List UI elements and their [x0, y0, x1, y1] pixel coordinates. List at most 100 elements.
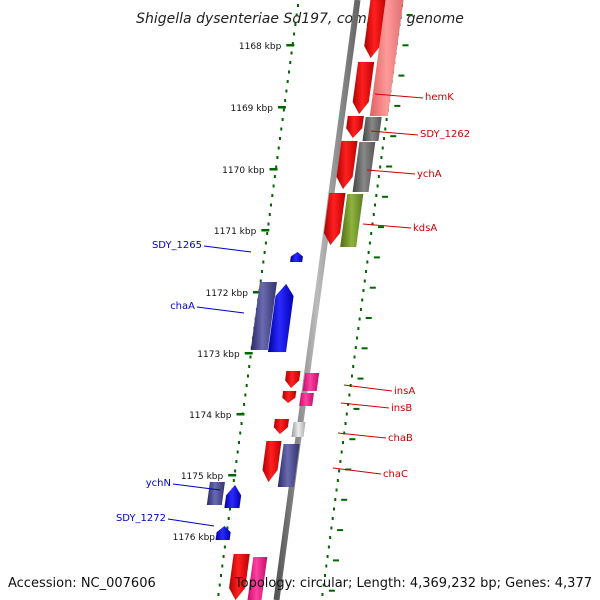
map-title: Shigella dysenteriae Sd197, complete gen… [136, 11, 464, 27]
tick-dot-left [280, 127, 283, 131]
tick-dot-left [268, 213, 271, 216]
label-leader-line [343, 384, 393, 392]
kbp-tick-label: 1171 kbp [214, 227, 257, 237]
kbp-tick-mark [236, 413, 245, 416]
tick-dot-right [383, 137, 386, 140]
tick-dot-left [262, 260, 265, 264]
tick-dot-right [368, 241, 371, 245]
tick-dot-right [363, 279, 366, 283]
tick-dot-left [281, 118, 284, 121]
tick-dot-right [330, 526, 333, 530]
gene-label: insA [394, 386, 415, 397]
tick-dash-right [337, 529, 344, 532]
tick-dot-right [367, 251, 370, 254]
accession-text: Accession: NC_007606 [8, 576, 156, 591]
tick-dash-right [398, 74, 405, 77]
tick-dot-right [384, 127, 387, 131]
gene-arrow-forward [262, 440, 282, 483]
gene-arrow-forward [228, 553, 250, 600]
tick-dash-right [341, 498, 348, 501]
tick-dot-right [332, 507, 335, 511]
tick-dot-right [345, 412, 348, 416]
tick-dot-right [334, 498, 337, 501]
tick-dash-right [332, 559, 339, 562]
tick-dot-left [226, 526, 229, 530]
tick-dot-left [228, 507, 231, 511]
gene-label: chaC [383, 469, 408, 480]
tick-dash-right [386, 165, 393, 168]
tick-dot-left [227, 517, 230, 520]
tick-dot-right [371, 222, 374, 226]
tick-dot-left [272, 184, 275, 188]
tick-dot-right [322, 583, 325, 587]
tick-dot-left [246, 374, 249, 378]
tick-dot-right [340, 450, 343, 454]
tick-dash-right [390, 135, 397, 138]
cog-block-purple [277, 444, 300, 487]
kbp-tick-label: 1168 kbp [239, 42, 282, 52]
cog-block-pink [299, 393, 314, 406]
gene-arrow-forward [364, 0, 387, 59]
kbp-tick-label: 1173 kbp [197, 350, 240, 360]
tick-dot-left [240, 422, 243, 425]
tick-dash-right [369, 286, 376, 289]
tick-dash-right [357, 377, 364, 380]
kbp-tick-mark [286, 44, 295, 47]
tick-dash-right [406, 14, 413, 16]
tick-dot-left [286, 80, 289, 83]
kbp-tick-mark [261, 229, 270, 232]
tick-dot-left [279, 137, 282, 140]
kbp-tick-label: 1169 kbp [231, 104, 274, 114]
tick-dot-left [287, 70, 290, 74]
tick-dash-right [365, 317, 372, 319]
tick-dot-left [267, 222, 270, 226]
tick-dash-right [353, 407, 360, 410]
gene-arrow-forward [273, 418, 290, 435]
tick-dot-left [223, 545, 226, 549]
tick-dot-right [352, 365, 355, 368]
tick-dot-right [372, 213, 375, 216]
gene-label: chaA [170, 301, 195, 312]
label-leader-line [203, 245, 252, 253]
tick-dot-left [239, 431, 242, 435]
tick-dot-left [261, 270, 264, 273]
tick-dot-left [234, 469, 237, 473]
tick-dot-left [276, 156, 279, 159]
tick-dot-right [347, 403, 350, 406]
label-leader-line [370, 130, 419, 136]
tick-dot-left [271, 194, 274, 197]
cog-block-purple [250, 282, 277, 350]
kbp-tick-mark [244, 352, 253, 355]
label-leader-line [172, 483, 221, 491]
tick-dash-right [377, 226, 384, 229]
kbp-tick-label: 1172 kbp [206, 289, 249, 299]
tick-dot-left [266, 232, 269, 235]
gene-arrow-reverse [215, 525, 231, 541]
tick-dot-right [385, 118, 388, 121]
tick-dot-left [217, 593, 220, 596]
tick-dot-right [361, 298, 364, 302]
tick-dot-right [380, 156, 383, 159]
tick-dot-right [353, 355, 356, 359]
tick-dot-right [354, 346, 357, 349]
tick-dot-left [222, 555, 225, 558]
cog-block-purple [206, 482, 225, 505]
label-leader-line [340, 402, 390, 409]
tick-dot-left [270, 203, 273, 207]
cog-block-olive [340, 194, 364, 247]
genome-backbone [273, 0, 361, 600]
tick-dot-left [284, 99, 287, 102]
tick-dot-right [358, 317, 361, 321]
gene-label: kdsA [413, 223, 437, 234]
tick-dot-right [375, 194, 378, 197]
tick-dot-right [321, 593, 324, 596]
kbp-tick-label: 1170 kbp [222, 166, 265, 176]
tick-dot-right [348, 393, 351, 397]
gene-arrow-forward [336, 140, 358, 190]
tick-dot-left [290, 51, 293, 55]
tick-dot-left [259, 279, 262, 283]
tick-dot-right [359, 308, 362, 311]
tick-dot-right [370, 232, 373, 235]
gene-arrow-reverse [224, 484, 242, 509]
